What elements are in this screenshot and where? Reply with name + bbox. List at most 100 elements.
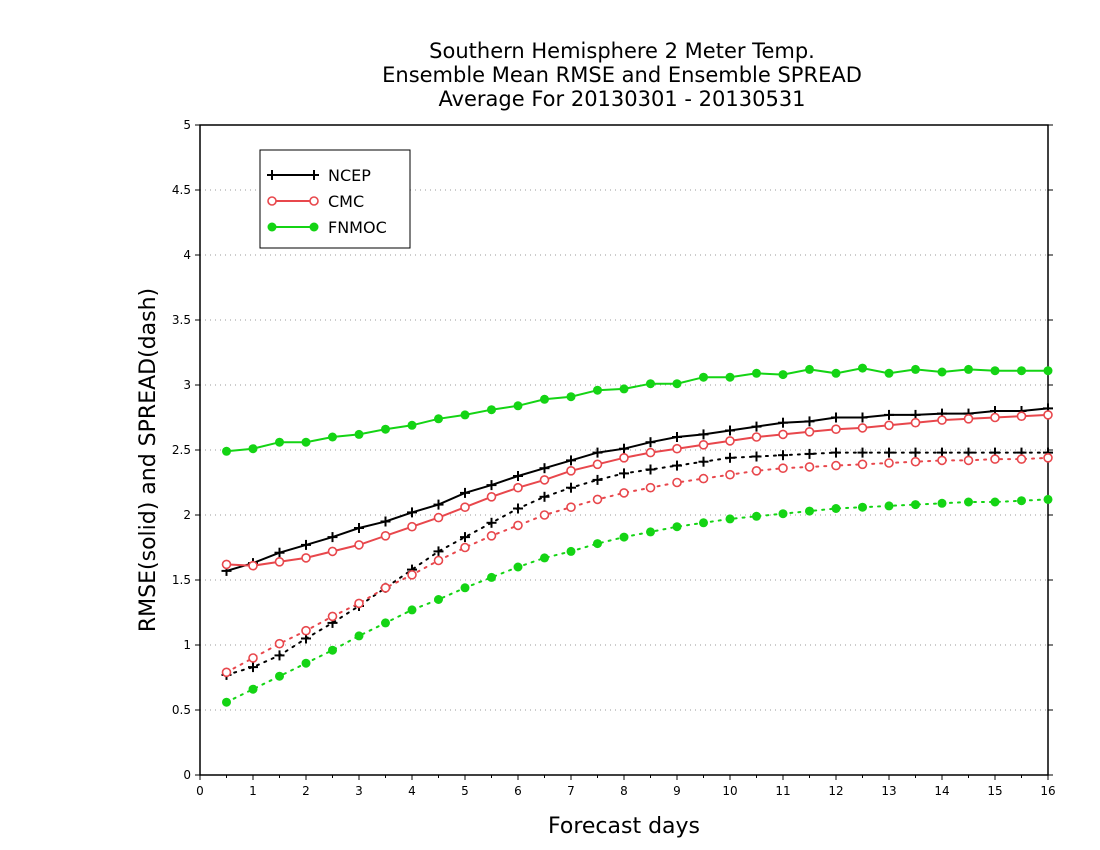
rmse-point-cmc bbox=[301, 553, 311, 563]
rmse-point-ncep bbox=[698, 429, 709, 440]
spread-point-cmc bbox=[804, 462, 815, 472]
rmse-point-cmc bbox=[804, 426, 815, 437]
rmse-point-fnmoc bbox=[911, 364, 920, 374]
rmse-point-fnmoc bbox=[328, 432, 337, 442]
spread-point-cmc bbox=[1043, 452, 1053, 463]
y-tick-label: 2.5 bbox=[172, 443, 191, 457]
spread-point-fnmoc bbox=[407, 605, 417, 615]
series-ncep bbox=[221, 403, 1053, 680]
rmse-point-cmc bbox=[778, 429, 788, 440]
rmse-point-fnmoc bbox=[407, 420, 417, 430]
rmse-line-cmc bbox=[226, 413, 1049, 567]
rmse-point-ncep bbox=[725, 425, 735, 436]
spread-point-fnmoc bbox=[301, 658, 311, 668]
rmse-point-cmc bbox=[857, 423, 868, 433]
spread-point-ncep bbox=[248, 662, 258, 673]
rmse-point-fnmoc bbox=[566, 392, 576, 402]
spread-point-ncep bbox=[857, 447, 868, 458]
x-tick-label: 2 bbox=[302, 784, 310, 798]
legend: NCEP CMC FNMOC bbox=[259, 149, 411, 249]
rmse-point-fnmoc bbox=[831, 368, 841, 378]
spread-point-fnmoc bbox=[328, 645, 337, 655]
spread-point-cmc bbox=[619, 488, 629, 498]
legend-label-cmc: CMC bbox=[328, 192, 364, 211]
spread-point-fnmoc bbox=[540, 553, 549, 563]
spread-point-cmc bbox=[990, 454, 1000, 464]
spread-point-fnmoc bbox=[672, 522, 682, 532]
rmse-point-ncep bbox=[804, 416, 815, 427]
spread-point-cmc bbox=[354, 598, 364, 609]
series-cmc bbox=[221, 410, 1053, 678]
rmse-point-fnmoc bbox=[460, 410, 470, 420]
spread-point-ncep bbox=[486, 517, 497, 528]
rmse-point-fnmoc bbox=[275, 437, 284, 447]
rmse-point-ncep bbox=[380, 516, 391, 527]
rmse-point-fnmoc bbox=[222, 446, 231, 456]
rmse-point-cmc bbox=[274, 556, 285, 567]
spread-point-fnmoc bbox=[646, 527, 655, 537]
spread-point-cmc bbox=[486, 530, 497, 541]
rmse-point-fnmoc bbox=[725, 372, 735, 382]
spread-point-cmc bbox=[380, 582, 391, 593]
rmse-point-cmc bbox=[221, 559, 232, 570]
title-line-1: Southern Hemisphere 2 Meter Temp. bbox=[429, 39, 815, 63]
rmse-point-ncep bbox=[354, 523, 364, 533]
rmse-point-fnmoc bbox=[354, 429, 364, 439]
spread-point-ncep bbox=[910, 447, 921, 458]
spread-point-cmc bbox=[751, 465, 762, 476]
rmse-point-ncep bbox=[645, 437, 656, 448]
spread-point-cmc bbox=[433, 555, 444, 566]
spread-point-ncep bbox=[831, 447, 841, 458]
spread-point-ncep bbox=[274, 650, 285, 661]
spread-point-cmc bbox=[1016, 454, 1027, 464]
spread-point-fnmoc bbox=[593, 539, 602, 549]
spread-line-fnmoc bbox=[225, 498, 1049, 704]
spread-point-cmc bbox=[672, 477, 682, 488]
rmse-point-cmc bbox=[645, 447, 656, 458]
spread-point-ncep bbox=[804, 448, 815, 459]
spread-point-cmc bbox=[910, 456, 921, 467]
rmse-point-cmc bbox=[910, 417, 921, 428]
spread-point-cmc bbox=[884, 458, 894, 468]
x-tick-label: 14 bbox=[934, 784, 949, 798]
rmse-point-cmc bbox=[884, 420, 894, 431]
x-tick-label: 7 bbox=[567, 784, 575, 798]
x-tick-label: 9 bbox=[673, 784, 681, 798]
x-tick-label: 15 bbox=[987, 784, 1002, 798]
series-fnmoc bbox=[222, 363, 1053, 707]
spread-point-cmc bbox=[698, 473, 709, 484]
rmse-point-fnmoc bbox=[699, 372, 708, 382]
rmse-point-ncep bbox=[831, 412, 841, 423]
spread-point-fnmoc bbox=[699, 518, 708, 528]
spread-point-fnmoc bbox=[354, 631, 364, 641]
rmse-point-ncep bbox=[619, 443, 629, 454]
spread-point-cmc bbox=[460, 542, 470, 553]
rmse-point-fnmoc bbox=[301, 437, 311, 447]
spread-point-cmc bbox=[566, 502, 576, 513]
rmse-point-ncep bbox=[513, 471, 523, 481]
x-tick-label: 8 bbox=[620, 784, 628, 798]
rmse-point-ncep bbox=[274, 547, 285, 558]
spread-point-cmc bbox=[407, 569, 417, 580]
rmse-point-fnmoc bbox=[858, 363, 867, 373]
legend-box bbox=[259, 149, 411, 249]
spread-point-fnmoc bbox=[778, 509, 788, 519]
rmse-point-cmc bbox=[460, 502, 470, 513]
rmse-point-ncep bbox=[672, 432, 682, 442]
spread-point-cmc bbox=[778, 463, 788, 474]
spread-point-ncep bbox=[884, 447, 894, 458]
rmse-point-cmc bbox=[751, 432, 762, 442]
spread-point-fnmoc bbox=[831, 504, 841, 513]
rmse-point-ncep bbox=[301, 539, 311, 550]
rmse-point-fnmoc bbox=[884, 368, 894, 378]
rmse-point-ncep bbox=[460, 487, 470, 498]
rmse-line-fnmoc bbox=[226, 367, 1048, 453]
legend-marker-ncep bbox=[267, 170, 277, 180]
legend-marker-ncep bbox=[309, 170, 319, 180]
spread-point-cmc bbox=[248, 653, 258, 663]
rmse-point-ncep bbox=[433, 499, 444, 510]
rmse-point-fnmoc bbox=[593, 385, 602, 395]
x-tick-label: 13 bbox=[881, 784, 896, 798]
title-line-2: Ensemble Mean RMSE and Ensemble SPREAD bbox=[382, 63, 862, 87]
